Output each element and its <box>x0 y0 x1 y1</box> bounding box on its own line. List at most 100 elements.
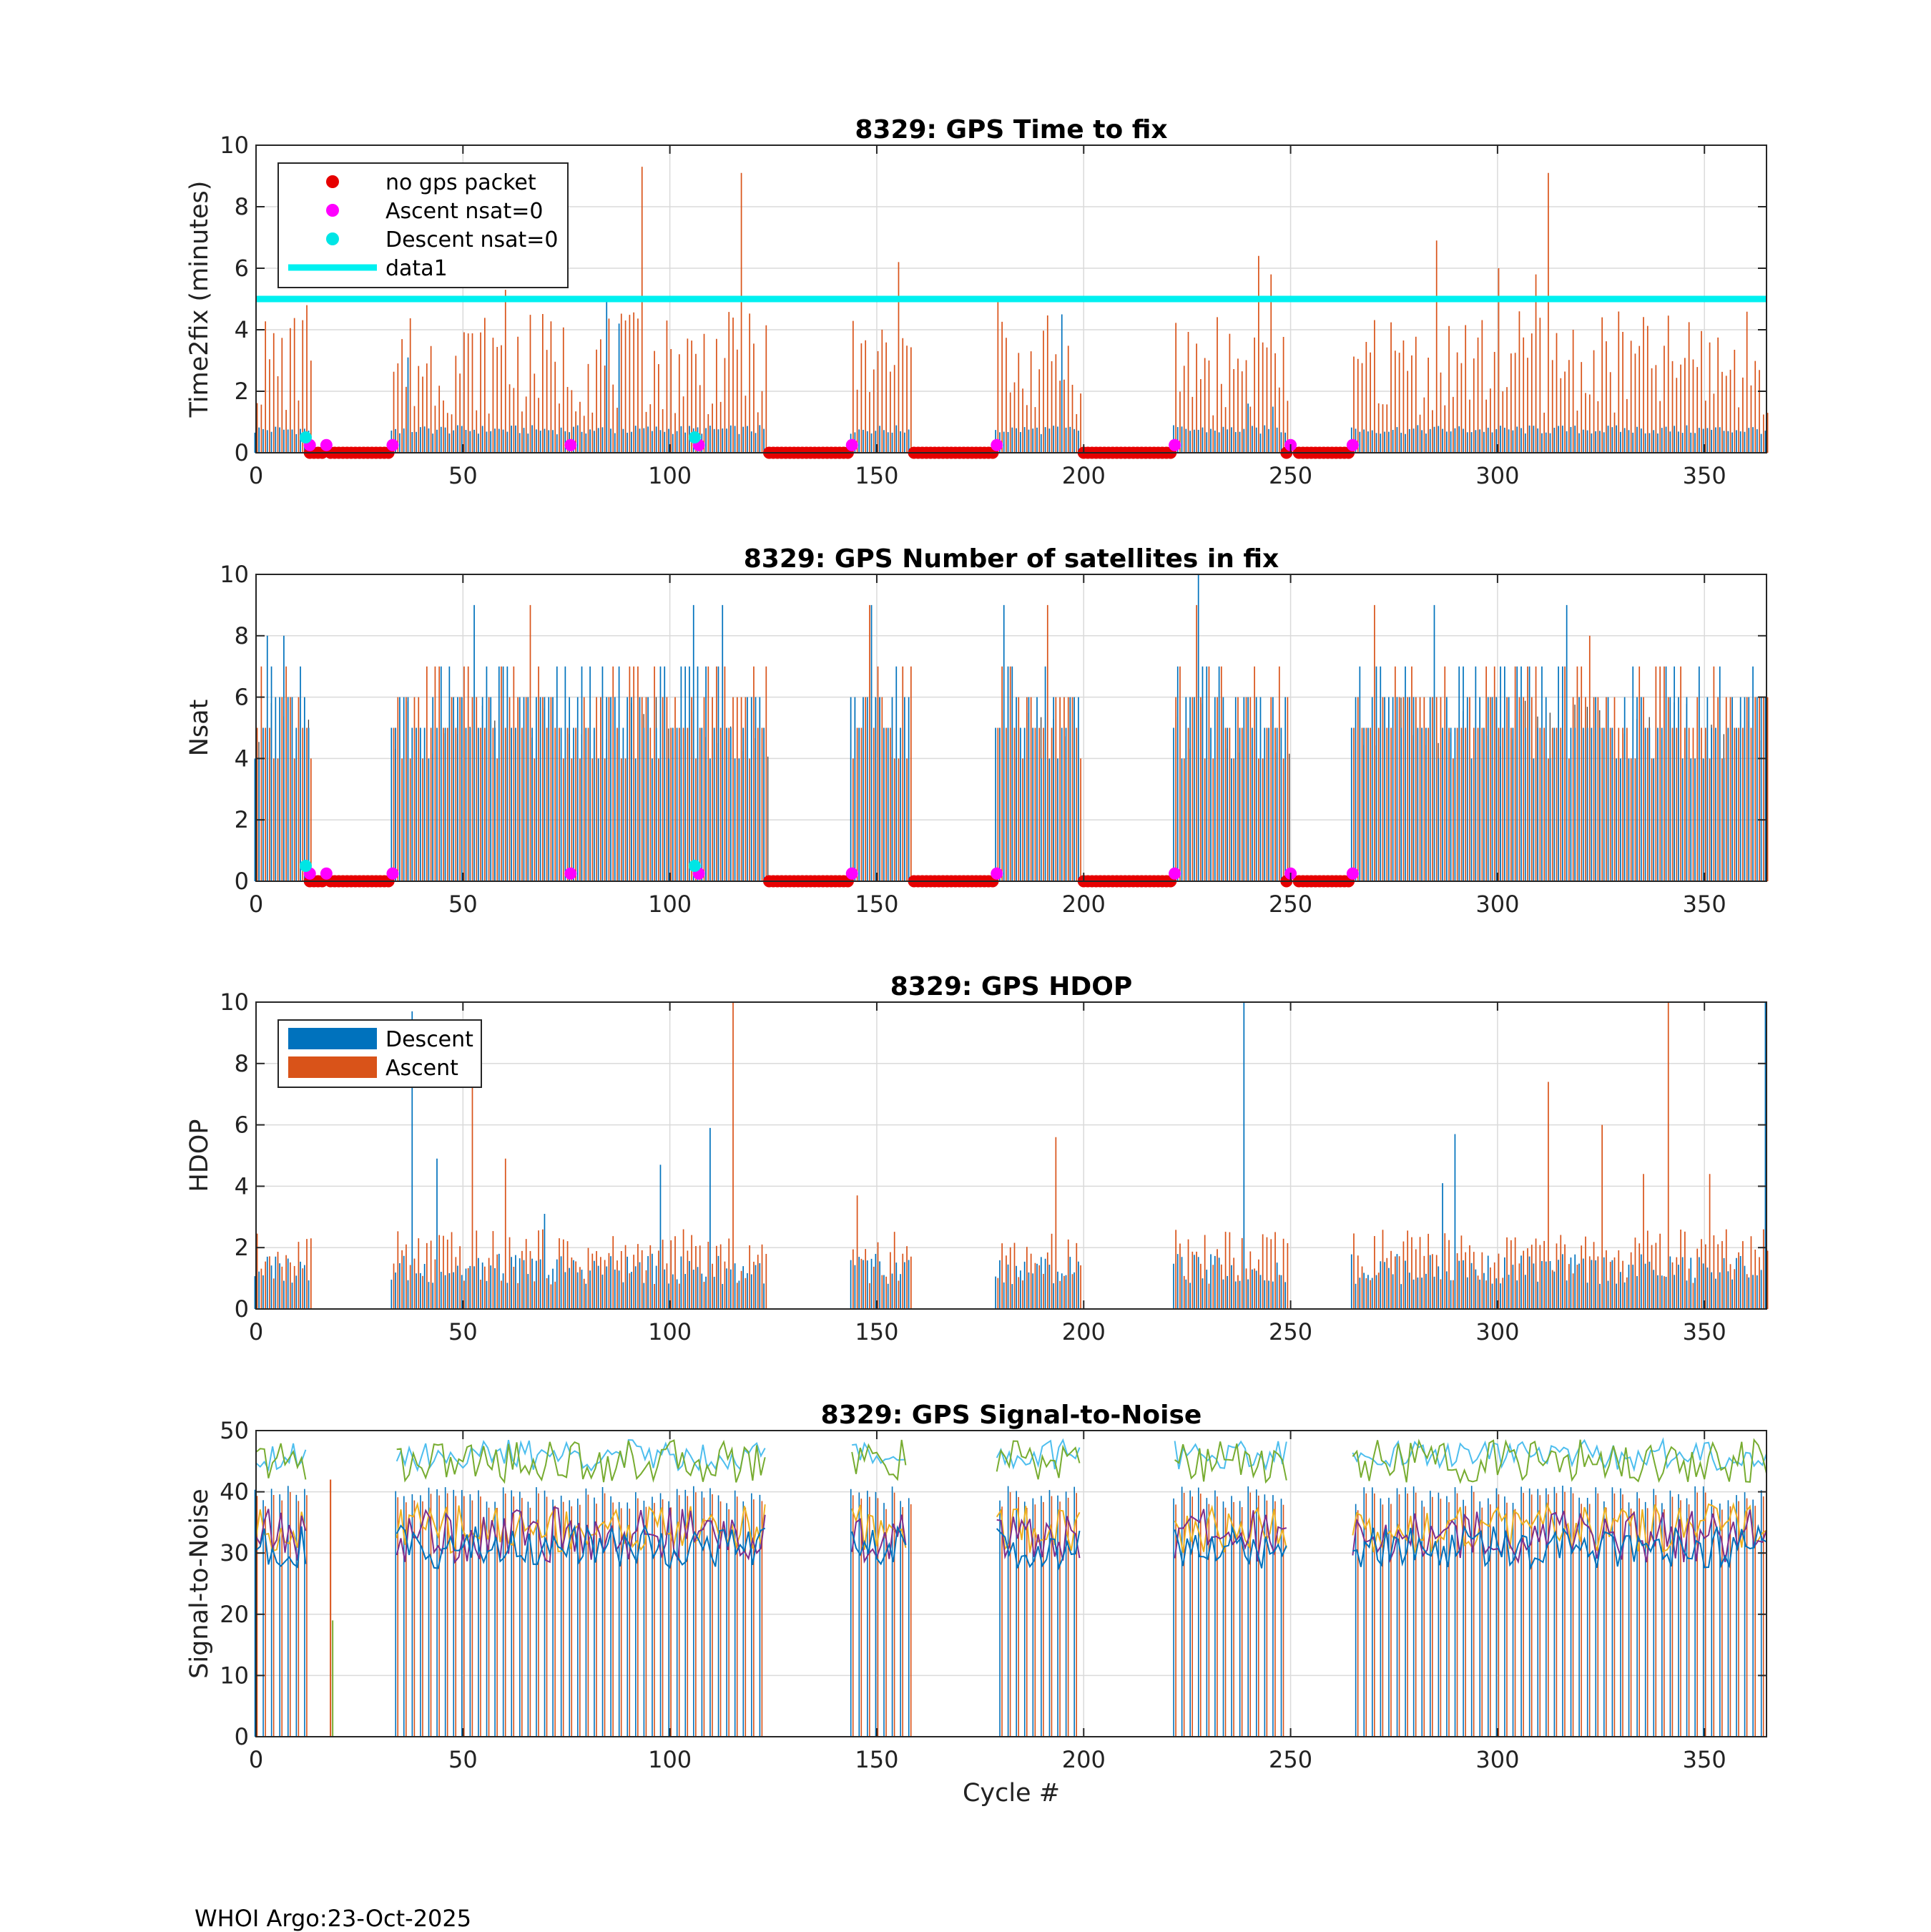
legend: no gps packet Ascent nsat=0 Descent nsat=0… <box>277 162 569 288</box>
x-tick-label: 100 <box>648 1746 692 1773</box>
x-tick-label: 200 <box>1062 891 1106 918</box>
marker-ascent-nsat0 <box>564 438 577 451</box>
data-marks <box>254 1437 1767 1737</box>
y-tick-label: 0 <box>235 1723 249 1750</box>
y-tick-label: 0 <box>235 868 249 895</box>
legend: Descent Ascent <box>277 1019 482 1088</box>
y-axis-label: Signal-to-Noise <box>185 1489 214 1679</box>
y-axis-label: Time2fix (minutes) <box>185 181 214 418</box>
marker-descent-nsat0 <box>688 431 701 443</box>
axes-box <box>255 1001 1767 1310</box>
y-axis-label: HDOP <box>185 1119 214 1192</box>
panel-4: 0 50 100 150 200 250 300 350 0 10 20 30 40 50 8329: GP… <box>185 1401 1767 1808</box>
marker-ascent-nsat0 <box>320 867 333 880</box>
data-marks <box>254 1002 1769 1309</box>
legend-swatch <box>288 1028 377 1049</box>
x-tick-label: 250 <box>1269 462 1312 489</box>
x-axis-label: Cycle # <box>963 1779 1060 1808</box>
y-tick-label: 10 <box>220 989 249 1016</box>
marker-ascent-nsat0 <box>564 867 577 880</box>
marker-ascent-nsat0 <box>1346 867 1359 880</box>
y-tick-label: 10 <box>220 561 249 588</box>
snr-series-line <box>1352 1524 1767 1571</box>
snr-series-line <box>852 1441 906 1465</box>
snr-series-line <box>996 1440 1081 1480</box>
chart-title: 8329: GPS Number of satellites in fix <box>744 544 1279 574</box>
x-tick-label: 0 <box>249 891 263 918</box>
panel-3: 0 50 100 150 200 250 300 350 0 2 4 6 8 10 8329: GPS HD… <box>185 972 1769 1345</box>
chart-title: 8329: GPS HDOP <box>890 972 1133 1001</box>
legend-swatch <box>288 1056 377 1078</box>
chart-title: 8329: GPS Time to fix <box>855 115 1167 144</box>
y-axis-label: Nsat <box>185 700 214 757</box>
y-tick-label: 10 <box>220 132 249 159</box>
snr-series-line <box>851 1439 907 1481</box>
legend-swatch <box>326 175 339 188</box>
x-tick-label: 300 <box>1475 1318 1519 1345</box>
x-tick-label: 250 <box>1269 1746 1312 1773</box>
legend-label: Ascent <box>385 1056 458 1081</box>
y-tick-label: 20 <box>220 1601 249 1628</box>
marker-ascent-nsat0 <box>1169 438 1181 451</box>
x-tick-label: 0 <box>249 1746 263 1773</box>
marker-ascent-nsat0 <box>1169 867 1181 880</box>
panel-2: 0 50 100 150 200 250 300 350 0 2 4 6 8 10 8329: GPS Nu… <box>185 544 1769 918</box>
marker-ascent-nsat0 <box>386 438 399 451</box>
marker-ascent-nsat0 <box>320 438 333 451</box>
y-tick-label: 8 <box>235 622 249 649</box>
x-tick-label: 200 <box>1062 1318 1106 1345</box>
x-tick-label: 350 <box>1683 891 1726 918</box>
x-tick-label: 350 <box>1683 462 1726 489</box>
snr-series-line <box>1174 1441 1287 1484</box>
x-tick-label: 150 <box>855 1318 898 1345</box>
legend-label: Ascent nsat=0 <box>385 199 543 224</box>
marker-ascent-nsat0 <box>386 867 399 880</box>
legend-label: Descent nsat=0 <box>385 227 558 252</box>
x-tick-label: 100 <box>648 1318 692 1345</box>
y-tick-label: 2 <box>235 806 249 833</box>
snr-series-line <box>255 1443 307 1480</box>
legend-label: no gps packet <box>385 170 536 195</box>
marker-ascent-nsat0 <box>991 867 1003 880</box>
snr-series-line <box>396 1439 766 1484</box>
marker-descent-nsat0 <box>299 431 312 443</box>
x-tick-label: 50 <box>448 1746 478 1773</box>
x-tick-label: 350 <box>1683 1318 1726 1345</box>
snr-series-line <box>1174 1526 1287 1569</box>
marker-ascent-nsat0 <box>991 438 1003 451</box>
snr-series-line <box>395 1501 766 1554</box>
snr-series-line <box>996 1528 1081 1571</box>
y-tick-label: 40 <box>220 1479 249 1506</box>
snr-series-line <box>255 1526 307 1569</box>
x-tick-label: 300 <box>1475 891 1519 918</box>
x-tick-label: 50 <box>448 1318 478 1345</box>
legend-label: data1 <box>385 256 448 281</box>
y-tick-label: 4 <box>235 316 249 343</box>
y-tick-label: 30 <box>220 1539 249 1566</box>
y-tick-label: 10 <box>220 1662 249 1689</box>
snr-series-line <box>1352 1438 1767 1484</box>
axes-box <box>255 144 1767 453</box>
y-tick-label: 2 <box>235 1234 249 1261</box>
panel-1: 0 50 100 150 200 250 300 350 0 2 4 6 8 10 8329: GPS Ti… <box>185 115 1769 489</box>
snr-series-line <box>851 1525 907 1566</box>
y-tick-label: 6 <box>235 1112 249 1139</box>
marker-ascent-nsat0 <box>845 438 858 451</box>
y-tick-label: 8 <box>235 193 249 220</box>
snr-series-line <box>1352 1501 1767 1554</box>
legend-swatch <box>326 204 339 217</box>
x-tick-label: 150 <box>855 462 898 489</box>
x-tick-label: 150 <box>855 1746 898 1773</box>
y-tick-label: 2 <box>235 378 249 405</box>
snr-series-line <box>395 1506 766 1564</box>
snr-series-line <box>395 1524 766 1569</box>
legend-label: Descent <box>385 1027 473 1052</box>
x-tick-label: 100 <box>648 462 692 489</box>
y-tick-label: 0 <box>235 1295 249 1323</box>
x-tick-label: 100 <box>648 891 692 918</box>
x-tick-label: 50 <box>448 462 478 489</box>
snr-series-line <box>1352 1509 1767 1564</box>
y-tick-label: 50 <box>220 1417 249 1444</box>
x-tick-label: 200 <box>1062 1746 1106 1773</box>
